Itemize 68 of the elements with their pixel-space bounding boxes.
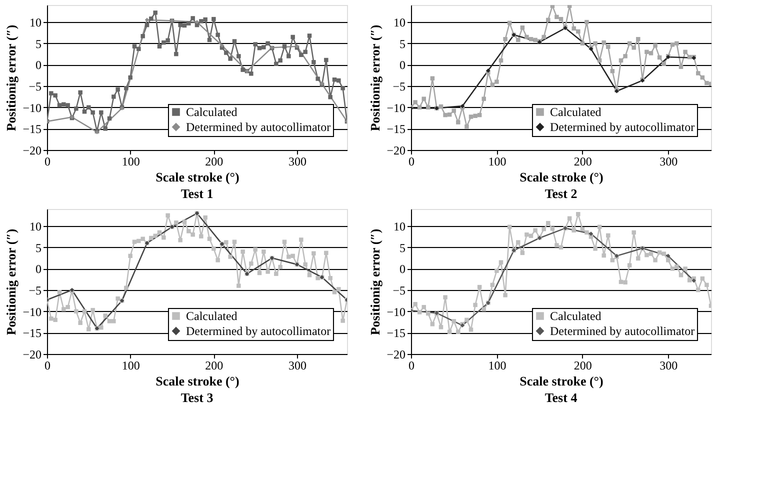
x-tick-label: 0 [44, 154, 50, 168]
x-tick-label: 100 [488, 154, 506, 168]
x-axis-title: Scale stroke (°) [520, 374, 604, 388]
y-tick-label: 0 [400, 262, 406, 276]
legend-label: Determined by autocollimator [186, 120, 331, 134]
y-tick-label: 10 [394, 220, 406, 234]
y-axis-title: Positionig error (″) [4, 24, 19, 132]
point [666, 254, 670, 258]
x-tick-label: 300 [660, 358, 678, 372]
x-tick-label: 100 [122, 154, 140, 168]
x-axis-title: Scale stroke (°) [520, 170, 604, 184]
y-tick-label: −10 [22, 304, 42, 319]
y-tick-label: −20 [22, 348, 42, 362]
y-tick-label: −10 [386, 304, 406, 319]
x-tick-label: 200 [205, 358, 224, 372]
x-tick-label: 100 [488, 358, 506, 372]
y-tick-label: 0 [400, 58, 406, 72]
legend-label: Calculated [186, 309, 238, 323]
legend-label: Determined by autocollimator [550, 120, 695, 134]
y-tick-label: −15 [22, 122, 42, 136]
y-tick-label: −10 [386, 100, 406, 115]
x-tick-label: 100 [122, 358, 140, 372]
y-axis-title: Positionig error (″) [368, 24, 383, 132]
y-tick-label: −15 [386, 122, 406, 136]
text: Test 1 [180, 186, 214, 201]
text: Test 3 [180, 390, 214, 405]
y-tick-label: −5 [28, 80, 42, 94]
y-tick-label: 5 [36, 240, 42, 255]
y-tick-label: −15 [22, 326, 42, 340]
x-tick-label: 300 [660, 154, 678, 168]
point [144, 18, 150, 22]
y-tick-label: 10 [394, 16, 406, 30]
y-tick-label: −5 [28, 284, 42, 298]
legend-label: Determined by autocollimator [550, 324, 695, 338]
y-tick-label: 5 [36, 36, 42, 51]
x-tick-label: 200 [574, 154, 592, 168]
y-axis-title: Positionig error (″) [4, 228, 19, 336]
point [220, 43, 224, 48]
y-tick-label: 10 [30, 220, 42, 234]
x-tick-label: 300 [288, 154, 306, 168]
y-tick-label: −15 [386, 326, 406, 340]
y-tick-label: 0 [36, 58, 42, 72]
x-tick-label: 0 [44, 358, 50, 372]
y-tick-label: 5 [400, 240, 406, 255]
x-tick-label: 200 [574, 358, 592, 372]
y-tick-label: −5 [392, 80, 406, 94]
x-tick-label: 200 [205, 154, 224, 168]
x-tick-label: 300 [288, 358, 306, 372]
point [692, 278, 696, 283]
x-tick-label: 0 [408, 358, 414, 372]
y-tick-label: −20 [386, 144, 406, 158]
y-tick-label: −10 [22, 100, 42, 115]
x-axis-title: Scale stroke (°) [156, 170, 240, 184]
text: Test 4 [544, 390, 578, 405]
y-tick-label: −5 [392, 284, 406, 298]
y-tick-label: 5 [400, 36, 406, 51]
y-tick-label: 0 [36, 262, 42, 276]
legend-label: Determined by autocollimator [186, 324, 331, 338]
legend-label: Calculated [186, 105, 238, 119]
legend-label: Calculated [550, 105, 602, 119]
legend-label: Calculated [550, 309, 602, 323]
x-tick-label: 0 [408, 154, 414, 168]
x-axis-title: Scale stroke (°) [156, 374, 240, 388]
y-tick-label: 10 [30, 16, 42, 30]
y-tick-label: −20 [22, 144, 42, 158]
y-tick-label: −20 [386, 348, 406, 362]
text: Test 2 [544, 186, 578, 201]
y-axis-title: Positionig error (″) [368, 228, 383, 336]
